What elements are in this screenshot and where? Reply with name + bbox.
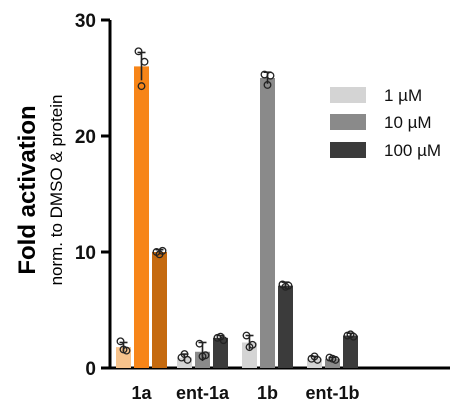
bar-1b-0 — [242, 342, 257, 368]
x-tick-label-1a: 1a — [131, 383, 152, 403]
legend-swatch-0 — [330, 87, 366, 103]
legend-label-0: 1 µM — [384, 86, 422, 105]
point-ent-1a-0-2 — [183, 355, 192, 364]
point-ent-1b-0-2 — [313, 355, 322, 364]
point-1a-1-2 — [140, 57, 149, 66]
point-1a-1-1 — [137, 82, 146, 91]
legend-swatch-1 — [330, 114, 366, 130]
bar-ent-1b-0 — [307, 358, 322, 368]
point-1a-0-0 — [116, 337, 125, 346]
y-tick-label-20: 20 — [75, 127, 96, 148]
bar-ent-1a-2 — [213, 337, 228, 368]
legend: 1 µM 10 µM 100 µM — [330, 86, 441, 160]
point-ent-1a-1-2 — [201, 351, 210, 360]
point-1b-1-2 — [266, 71, 275, 80]
bar-ent-1b-1 — [325, 358, 340, 368]
bar-1a-2 — [152, 252, 167, 368]
point-1b-1-1 — [263, 81, 272, 89]
legend-label-1: 10 µM — [384, 113, 432, 132]
point-ent-1b-1-2 — [331, 355, 340, 364]
legend-swatch-2 — [330, 142, 366, 158]
x-tick-label-1b: 1b — [257, 383, 278, 403]
bars-group — [116, 66, 358, 369]
point-1b-0-2 — [248, 340, 257, 349]
y-tick-label-10: 10 — [75, 243, 96, 264]
legend-label-2: 100 µM — [384, 141, 441, 160]
bar-1a-1 — [134, 66, 149, 369]
bar-1b-1 — [260, 78, 275, 368]
x-tick-label-ent-1a: ent-1a — [176, 383, 230, 403]
y-tick-label-0: 0 — [85, 359, 96, 380]
point-ent-1a-1-0 — [195, 339, 204, 348]
point-1b-0-0 — [242, 331, 251, 340]
x-axis-labels: 1a ent-1a 1b ent-1b — [131, 383, 359, 403]
point-1a-0-2 — [122, 346, 131, 355]
y-axis-title: Fold activation — [14, 105, 41, 274]
y-axis-label-group: Fold activation norm. to DMSO & protein — [14, 95, 66, 286]
point-1a-1-0 — [134, 47, 143, 56]
bar-1b-2 — [278, 285, 293, 368]
point-ent-1a-2-2 — [219, 336, 228, 345]
data-points-group — [116, 47, 358, 364]
point-1a-2-2 — [158, 246, 167, 255]
bar-ent-1b-2 — [343, 335, 358, 368]
x-tick-label-ent-1b: ent-1b — [306, 383, 360, 403]
y-tick-label-30: 30 — [75, 11, 96, 32]
bar-ent-1a-0 — [177, 357, 192, 368]
bar-1a-0 — [116, 347, 131, 368]
y-axis-subtitle: norm. to DMSO & protein — [47, 95, 66, 286]
point-1b-2-2 — [284, 281, 293, 290]
point-ent-1b-2-2 — [349, 332, 358, 341]
